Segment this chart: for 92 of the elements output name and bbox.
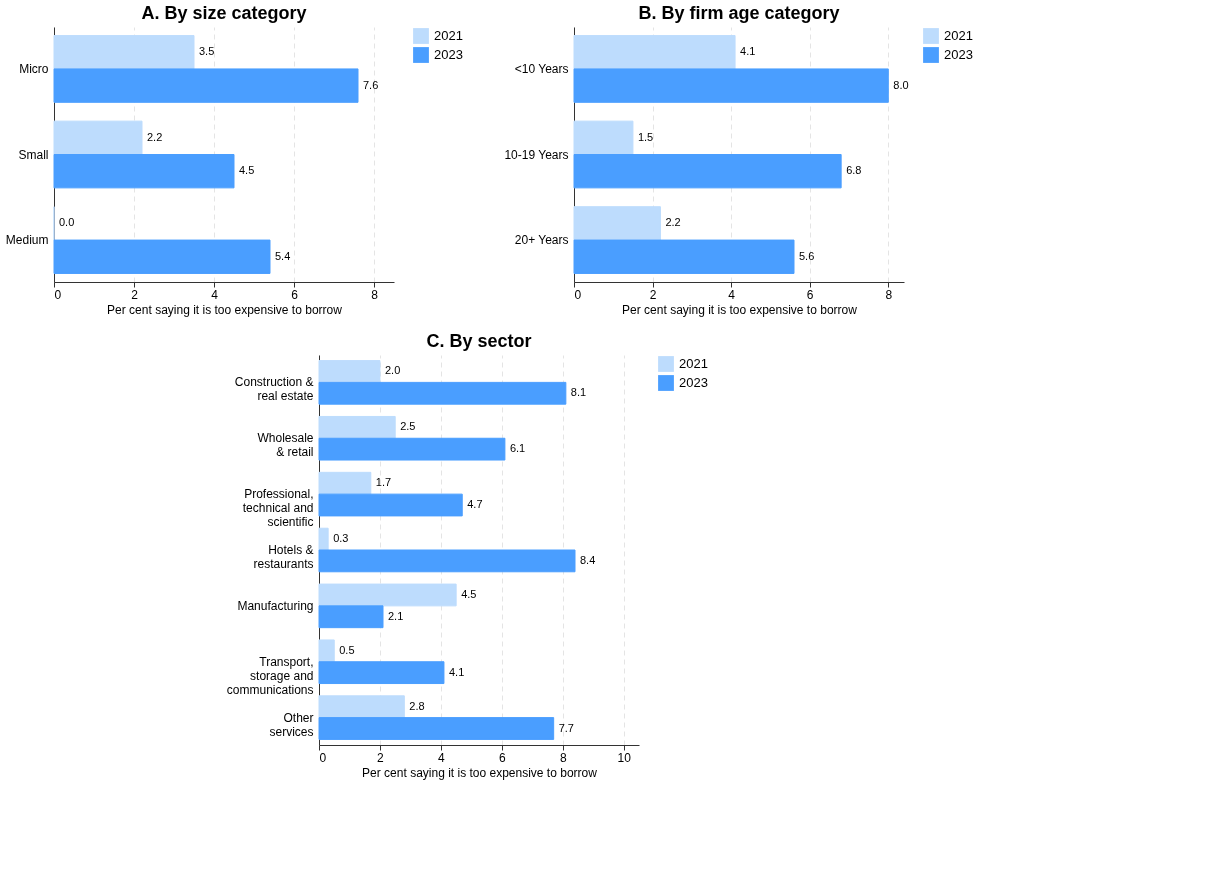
legend-label: 2021	[679, 356, 708, 371]
data-label: 2.1	[388, 609, 404, 622]
data-label: 1.5	[637, 130, 654, 143]
y-tick-label: Small	[18, 147, 49, 162]
chart-title: A. By size category	[141, 3, 307, 23]
y-tick-label: Construction & real estate	[234, 375, 314, 404]
bar	[53, 35, 195, 70]
bar	[318, 549, 576, 573]
y-tick-label: Hotels & restaurants	[253, 543, 314, 571]
data-label: 5.4	[275, 249, 291, 262]
x-tick-label: 4	[438, 750, 446, 765]
x-tick-label: 0	[54, 287, 62, 302]
data-label: 0.3	[333, 532, 349, 545]
data-label: 2.8	[409, 699, 425, 712]
data-label: 4.7	[467, 498, 483, 511]
bar	[318, 583, 457, 607]
bar	[318, 437, 506, 461]
y-tick-label: 10-19 Years	[504, 147, 569, 162]
x-tick-label: 8	[559, 750, 567, 765]
bar	[318, 471, 372, 495]
bar	[573, 206, 661, 241]
bar	[318, 493, 463, 517]
data-label: 8.1	[570, 386, 587, 399]
data-label: 8.0	[893, 78, 909, 91]
x-tick-label: 10	[617, 750, 632, 765]
bar	[573, 239, 795, 274]
x-tick-label: 2	[131, 287, 139, 302]
data-label: 1.7	[375, 476, 392, 489]
bar	[53, 120, 143, 155]
bar	[318, 695, 405, 719]
data-label: 0.0	[59, 216, 75, 229]
chart-title: C. By sector	[426, 331, 532, 351]
chart-title: B. By firm age category	[638, 3, 840, 23]
x-tick-label: 2	[649, 287, 657, 302]
data-label: 4.5	[239, 164, 255, 177]
data-label: 3.5	[199, 45, 215, 58]
x-tick-label: 0	[319, 750, 327, 765]
legend-label: 2023	[434, 47, 463, 62]
bar	[53, 239, 271, 274]
y-tick-label: <10 Years	[514, 61, 569, 76]
x-axis-title: Per cent saying it is too expensive to borrow	[622, 302, 858, 317]
legend-label: 2021	[434, 28, 463, 43]
data-label: 2.2	[665, 216, 681, 229]
bar	[318, 527, 329, 551]
bar	[318, 661, 445, 685]
bar	[573, 68, 889, 103]
bar	[318, 415, 396, 439]
y-tick-label: Medium	[5, 233, 49, 248]
x-tick-label: 4	[728, 287, 736, 302]
bar	[573, 120, 634, 155]
text: 2021	[944, 28, 973, 43]
text: 2023	[679, 375, 708, 390]
y-tick-label: Transport, storage and communications	[226, 654, 314, 697]
data-label: 4.1	[448, 665, 465, 678]
data-label: 2.2	[147, 130, 163, 143]
x-tick-label: 6	[291, 287, 299, 302]
data-label: 6.1	[509, 442, 526, 455]
data-label: 7.7	[558, 721, 574, 734]
x-tick-label: 0	[574, 287, 582, 302]
y-tick-label: Manufacturing	[237, 598, 314, 613]
bar	[53, 68, 359, 103]
bar	[53, 154, 235, 189]
y-tick-label: Other services	[269, 710, 314, 739]
bar	[573, 35, 736, 70]
x-axis-title: Per cent saying it is too expensive to borrow	[107, 302, 343, 317]
x-tick-label: 4	[211, 287, 219, 302]
x-axis-title: Per cent saying it is too expensive to borrow	[362, 765, 598, 780]
data-label: 4.1	[740, 45, 756, 58]
bar	[318, 381, 567, 405]
bar	[318, 360, 381, 383]
bar	[318, 605, 384, 629]
data-label: 8.4	[580, 553, 596, 566]
x-tick-label: 8	[371, 287, 379, 302]
x-tick-label: 6	[806, 287, 814, 302]
bar	[318, 717, 555, 740]
data-label: 2.5	[400, 420, 416, 433]
data-label: 5.6	[799, 249, 815, 262]
x-tick-label: 2	[377, 750, 385, 765]
data-label: 0.5	[339, 643, 355, 656]
bar	[318, 639, 335, 663]
data-label: 4.5	[461, 587, 477, 600]
bar	[573, 154, 842, 189]
data-label: 6.8	[846, 164, 862, 177]
y-tick-label: Micro	[19, 61, 49, 76]
data-label: 7.6	[363, 78, 379, 91]
y-tick-label: Professional, technical and scientific	[242, 487, 314, 530]
y-tick-label: Wholesale & retail	[257, 431, 314, 460]
x-tick-label: 6	[499, 750, 507, 765]
legend-label: 2023	[944, 47, 973, 62]
x-tick-label: 8	[885, 287, 893, 302]
y-tick-label: 20+ Years	[514, 233, 569, 248]
data-label: 2.0	[384, 364, 401, 377]
